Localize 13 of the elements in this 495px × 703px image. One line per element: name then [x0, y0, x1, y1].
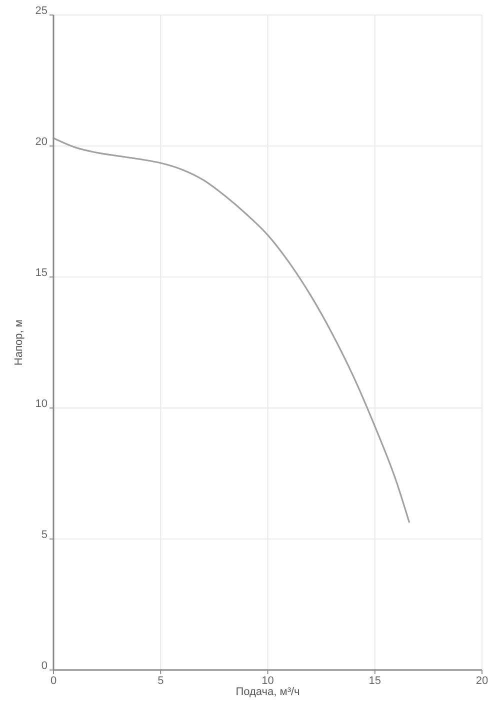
x-tick-label: 10: [262, 675, 274, 687]
y-tick-label: 10: [35, 398, 48, 410]
x-tick-label: 15: [368, 675, 381, 687]
y-tick-label: 25: [35, 4, 48, 17]
x-tick-label: 0: [50, 675, 57, 687]
y-tick-label: 20: [35, 136, 48, 148]
y-tick-label: 0: [41, 660, 48, 672]
y-tick-label: 5: [41, 528, 48, 541]
x-tick-label: 20: [476, 675, 488, 687]
y-axis-title: Напор, м: [13, 320, 25, 366]
y-tick-label: 15: [35, 266, 48, 279]
x-axis-title: Подача, м³/ч: [236, 686, 300, 698]
x-tick-label: 5: [158, 675, 164, 687]
